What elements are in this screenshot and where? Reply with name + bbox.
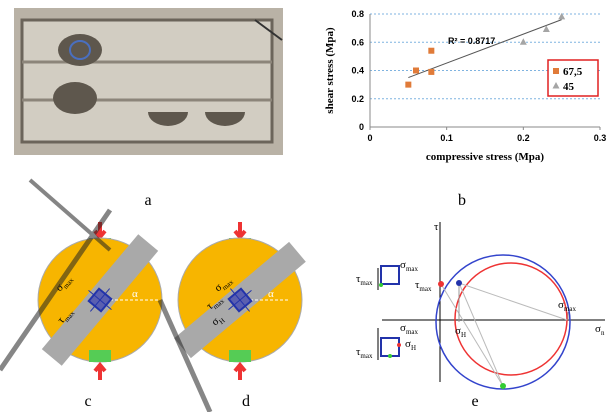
panel-label: e: [471, 393, 478, 410]
tau-max: τmax: [356, 346, 373, 360]
panel-label: d: [242, 393, 250, 410]
alpha: α: [132, 288, 138, 300]
point: [397, 343, 401, 347]
figure: 0 0.2 0.4 0.6 0.8 0 0.1 0.2 0.3 compressive stres…: [0, 0, 614, 412]
chart: 0 0.2 0.4 0.6 0.8 0 0.1 0.2 0.3 compressive stres…: [324, 9, 606, 163]
x-axis-title: compressive stress (Mpa): [426, 151, 544, 163]
legend-label: 67,5: [563, 66, 583, 78]
platen: [89, 350, 111, 362]
panel-label: b: [458, 192, 466, 209]
sigma-max: σmax: [400, 322, 418, 336]
legend-label: 45: [563, 81, 575, 93]
x-tick-label: 0.2: [517, 133, 530, 143]
load-arrow: [95, 365, 105, 380]
alpha: α: [268, 288, 274, 300]
point: [520, 38, 527, 45]
platen: [229, 350, 251, 362]
point: [405, 82, 411, 88]
element: [381, 338, 399, 356]
sigma-h: σH: [405, 338, 416, 352]
trendline-label: R² = 0.8717: [448, 36, 495, 46]
load-arrow: [235, 365, 245, 380]
point: [456, 280, 462, 286]
sigma-label: σn: [595, 323, 605, 337]
sigma-max: σmax: [400, 259, 418, 273]
stroke: [30, 180, 110, 250]
mohr: τ σn τmax σH σmax σmax τmax σmax τmax σH: [356, 221, 605, 389]
y-tick-label: 0.4: [351, 66, 364, 76]
hole: [58, 34, 102, 66]
mohr-circle: [436, 255, 570, 389]
point: [438, 281, 444, 287]
panel-label: a: [144, 192, 151, 209]
point: [500, 383, 506, 389]
photo: [14, 8, 283, 155]
y-tick-label: 0.2: [351, 94, 364, 104]
tau-label: τ: [434, 221, 439, 233]
y-tick-label: 0: [359, 122, 364, 132]
tau-max: τmax: [356, 273, 373, 287]
hole: [53, 82, 97, 114]
chord: [459, 283, 567, 320]
mohr-circle: [455, 263, 567, 375]
point: [428, 69, 434, 75]
sigma-h: σH: [455, 325, 466, 339]
tau-max: τmax: [415, 279, 432, 293]
disk-d: σmax τmax σH α: [174, 222, 306, 380]
x-tick-label: 0.1: [440, 133, 453, 143]
load-arrow: [235, 222, 245, 237]
point: [388, 354, 392, 358]
chord: [441, 284, 503, 386]
disk-c: σmax τmax α: [38, 222, 162, 380]
panel-label: c: [84, 393, 91, 410]
point: [428, 48, 434, 54]
y-tick-label: 0.6: [351, 37, 364, 47]
x-tick-label: 0.3: [594, 133, 607, 143]
point: [379, 283, 383, 287]
x-tick-label: 0: [367, 133, 372, 143]
y-axis-title: shear stress (Mpa): [324, 27, 336, 114]
point: [413, 68, 419, 74]
legend-marker: [553, 68, 559, 74]
y-tick-label: 0.8: [351, 9, 364, 19]
element: [381, 266, 399, 284]
